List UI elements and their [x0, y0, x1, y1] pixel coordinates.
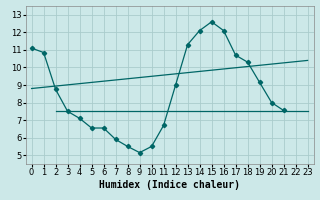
X-axis label: Humidex (Indice chaleur): Humidex (Indice chaleur): [99, 180, 240, 190]
